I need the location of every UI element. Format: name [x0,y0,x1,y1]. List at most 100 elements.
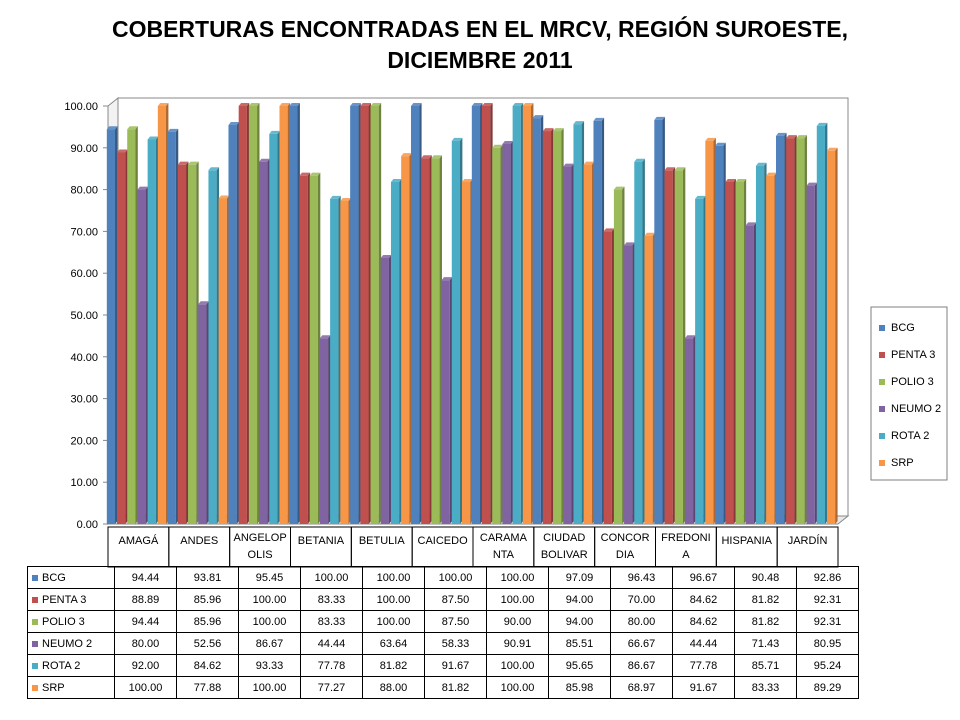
bar-side [175,128,179,524]
bar-top [380,254,392,258]
bar-neumo-2-5 [441,277,453,524]
legend-box [870,306,948,481]
bar-front [106,129,116,525]
legend-label: POLIO 3 [891,376,934,388]
table-series-label: BCG [27,566,115,589]
bar-front [755,165,765,525]
bar-side [642,158,645,524]
bar-side [429,155,432,524]
table-cell: 88.00 [362,676,425,699]
bar-side [703,195,706,525]
category-cell [107,526,170,568]
bar-front [674,170,683,525]
legend-label: ROTA 2 [891,430,929,442]
table-cell: 87.50 [424,588,487,611]
bar-side [743,178,747,524]
legend-key [32,574,38,581]
bar-front [725,181,734,524]
bar-front [826,150,836,524]
bar-penta-3-4 [360,103,371,524]
table-cell: 100.00 [362,610,425,633]
bar-polio-3-6 [492,144,503,525]
bar-side [753,222,757,524]
bar-rota-2-8 [634,158,645,524]
bar-top [147,136,159,140]
table-cell: 100.00 [114,676,177,699]
bar-front [218,198,227,524]
bar-side [520,103,524,524]
table-series-label: POLIO 3 [27,610,115,633]
bar-rota-2-10 [755,162,767,525]
bar-neumo-2-4 [380,254,392,524]
bar-top [624,242,635,246]
bar-front [410,106,420,524]
bar-top [106,126,118,130]
table-series-label: PENTA 3 [27,588,115,611]
legend-swatch [879,460,885,466]
table-cell: 80.00 [610,610,673,633]
bar-front [603,231,612,524]
table-row: ROTA 2 92.00 84.62 93.33 77.78 81.82 91.67 100.… [27,654,859,677]
bar-penta-3-6 [482,103,493,524]
bar-neumo-2-3 [319,335,331,524]
table-cell: 86.67 [610,654,673,677]
table-cell: 89.29 [796,676,859,699]
table-cell: 94.44 [114,566,177,589]
legend-label: PENTA 3 [891,349,935,361]
y-tick-label: 100.00 [64,101,98,113]
bar-side [145,186,149,524]
bar-front [461,181,471,524]
chart-title: COBERTURAS ENCONTRADAS EN EL MRCV, REGIÓ… [111,16,849,73]
bar-front [522,106,532,524]
table-cell: 100.00 [238,676,301,699]
bar-side [723,142,726,525]
bar-top [806,182,818,186]
bar-top [309,172,321,176]
table-cell: 100.00 [486,566,549,589]
bar-front [350,106,359,524]
bar-front [360,106,369,524]
table-cell: 80.95 [796,632,859,655]
bar-srp-5 [461,178,473,524]
bar-front [289,106,298,524]
table-cell: 85.51 [548,632,611,655]
table-cell: 84.62 [672,610,735,633]
bar-front [319,338,329,524]
bar-side [459,137,463,524]
bar-front [563,166,572,524]
bar-bcg-5 [410,103,422,524]
bar-rota-2-1 [208,167,220,525]
bar-penta-3-11 [786,135,797,524]
bar-top [259,158,270,162]
table-cell: 80.00 [114,632,177,655]
table-cell: 71.43 [734,632,797,655]
bar-bcg-0 [106,126,118,525]
bar-side [246,103,250,524]
table-cell: 66.67 [610,632,673,655]
bar-side [794,135,797,524]
bar-side [368,103,371,524]
bar-top [208,167,220,171]
table-cell: 85.96 [176,610,239,633]
bar-front [137,189,146,524]
bar-front [117,152,126,524]
bar-front [573,124,582,525]
bar-front [542,131,552,524]
bar-front [816,125,825,525]
bar-side [338,195,341,525]
bar-side [115,126,118,525]
table-cell: 77.27 [300,676,363,699]
bar-front [390,181,400,524]
bar-top [198,301,209,305]
category-label: CARAMA NTA [480,532,528,561]
bar-front [766,175,775,524]
bar-front [401,156,410,524]
bar-bcg-3 [289,103,300,524]
bar-top [167,128,179,132]
bar-side [510,140,514,524]
table-cell: 100.00 [486,654,549,677]
bar-top [319,335,331,339]
bar-neumo-2-0 [137,186,149,524]
table-cell: 84.62 [176,654,239,677]
bar-front [471,106,481,524]
